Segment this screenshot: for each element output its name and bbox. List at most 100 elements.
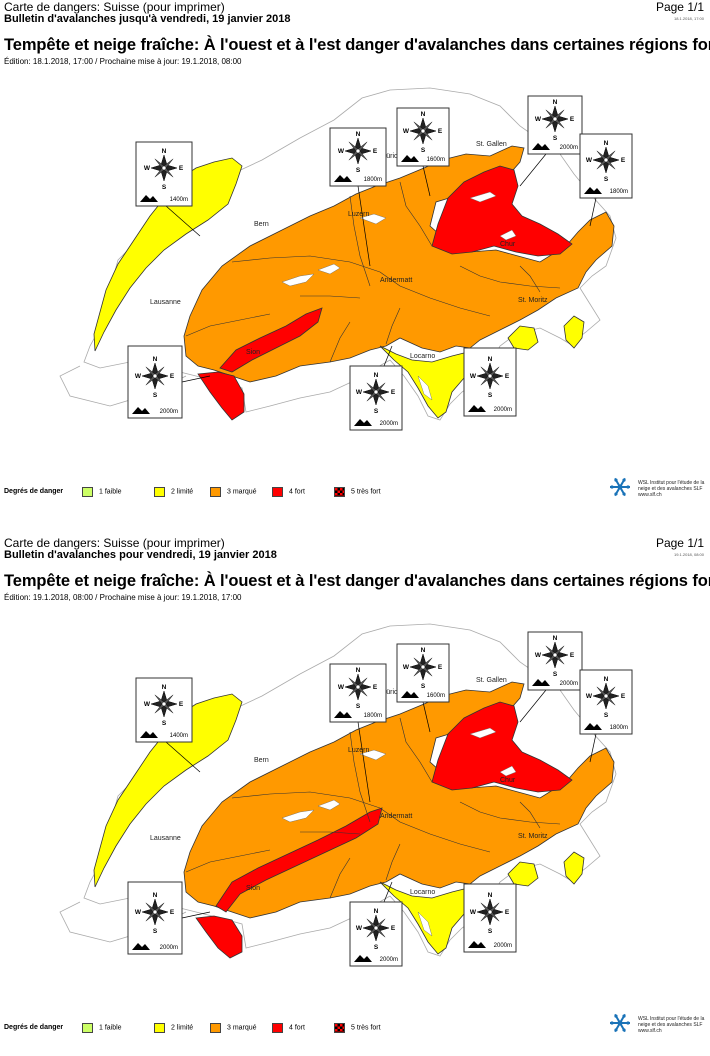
legend-item: 3 marqué xyxy=(210,1023,257,1033)
header-subtitle: Bulletin d'avalanches pour vendredi, 19 … xyxy=(4,549,277,561)
compass-letter-e: E xyxy=(179,701,184,708)
legend-label: 2 limité xyxy=(171,488,194,496)
compass-letter-s: S xyxy=(356,703,361,710)
lake xyxy=(359,213,387,225)
danger-region-limite-ticino xyxy=(379,345,475,419)
region-boundary xyxy=(519,265,541,293)
slf-logo-block: WSL Institut pour l'étude de la neige et… xyxy=(608,475,708,503)
danger-region-limite-jura xyxy=(93,157,243,352)
region-boundary xyxy=(349,731,371,823)
region-boundary xyxy=(231,791,381,809)
compass-letter-s: S xyxy=(421,147,426,154)
legend-swatch xyxy=(272,487,283,497)
legend-item: 5 très fort xyxy=(334,487,381,497)
mountain-icon xyxy=(140,195,158,202)
city-label: St. Moritz xyxy=(518,297,548,304)
compass-leader-line xyxy=(422,701,431,733)
compass-center-icon xyxy=(603,693,609,699)
compass-letter-s: S xyxy=(421,683,426,690)
compass-letter-n: N xyxy=(153,356,158,363)
compass-letter-w: W xyxy=(535,116,542,123)
legend-item: 1 faible xyxy=(82,487,122,497)
compass-letter-w: W xyxy=(403,664,410,671)
altitude-label: 1800m xyxy=(610,725,628,731)
compass-leader-line xyxy=(519,689,547,723)
aspect-compass-box: N S W E 1400m xyxy=(135,677,193,743)
legend-item: 1 faible xyxy=(82,1023,122,1033)
city-label: Zürich xyxy=(382,689,402,696)
region-boundary xyxy=(185,313,271,337)
danger-region-limite-jura xyxy=(93,693,243,888)
compass-leader-line xyxy=(357,185,371,267)
mountain-icon xyxy=(354,419,372,426)
aspect-compass-box: N S W E 1800m xyxy=(329,127,387,187)
compass-letter-s: S xyxy=(553,135,558,142)
altitude-label: 2000m xyxy=(160,409,178,415)
compass-letter-e: E xyxy=(438,128,443,135)
legend-label: 1 faible xyxy=(99,1024,122,1032)
mountain-icon xyxy=(468,405,486,412)
legend-label: 1 faible xyxy=(99,488,122,496)
compass-letter-w: W xyxy=(144,165,151,172)
aspect-compass-box: N S W E 2000m xyxy=(349,901,403,967)
city-label: Lausanne xyxy=(150,299,181,306)
legend-label: 4 fort xyxy=(289,1024,305,1032)
legend-swatch xyxy=(334,1023,345,1033)
lake xyxy=(499,229,517,241)
city-label: Sion xyxy=(246,885,260,892)
region-boundary xyxy=(459,801,561,825)
city-label: St. Gallen xyxy=(476,141,507,148)
region-boundary xyxy=(329,857,351,899)
compass-leader-line xyxy=(589,733,597,763)
aspect-compass-box: N S W E 2000m xyxy=(527,95,583,155)
compass-letter-e: E xyxy=(179,165,184,172)
city-label: Zürich xyxy=(382,153,402,160)
page-number: Page 1/1 xyxy=(655,536,704,550)
edition-info: Édition: 18.1.2018, 17:00 / Prochaine mi… xyxy=(4,57,242,66)
compass-center-icon xyxy=(152,373,158,379)
compass-leader-line xyxy=(519,153,547,187)
compass-letter-n: N xyxy=(604,140,609,147)
aspect-compass-box: N S W E 1800m xyxy=(329,663,387,723)
lake xyxy=(469,727,497,739)
compass-letter-e: E xyxy=(170,909,175,916)
compass-leader-line xyxy=(357,721,371,803)
header-title: Carte de dangers: Suisse (pour imprimer) xyxy=(4,0,225,14)
danger-region-fort-valais xyxy=(219,307,323,373)
legend-item: 2 limité xyxy=(154,1023,193,1033)
region-boundary xyxy=(300,295,361,299)
compass-center-icon xyxy=(152,909,158,915)
compass-letter-e: E xyxy=(170,373,175,380)
slf-logo-block: WSL Institut pour l'étude de la neige et… xyxy=(608,1011,708,1039)
compass-letter-w: W xyxy=(144,701,151,708)
headline: Tempête et neige fraîche: À l'ouest et à… xyxy=(4,36,710,54)
compass-letter-n: N xyxy=(488,356,493,363)
region-boundary xyxy=(231,255,381,273)
compass-center-icon xyxy=(420,128,426,134)
legend-swatch xyxy=(154,1023,165,1033)
compass-letter-n: N xyxy=(162,148,167,155)
legend-label: 2 limité xyxy=(171,1024,194,1032)
city-label: Andermatt xyxy=(380,277,412,284)
mountain-icon xyxy=(140,731,158,738)
altitude-label: 2000m xyxy=(494,943,512,949)
compass-letter-w: W xyxy=(403,128,410,135)
legend-swatch xyxy=(272,1023,283,1033)
city-label: Locarno xyxy=(410,889,435,896)
danger-region-limite-munstertal xyxy=(563,851,585,885)
compass-letter-s: S xyxy=(604,712,609,719)
slf-institute-text: WSL Institut pour l'étude de la neige et… xyxy=(638,1016,705,1034)
aspect-compass-box: N S W E 1800m xyxy=(579,133,633,199)
compass-letter-n: N xyxy=(553,635,558,642)
region-boundary xyxy=(385,843,401,881)
city-label: Sion xyxy=(246,349,260,356)
compass-center-icon xyxy=(487,909,493,915)
compass-letter-n: N xyxy=(153,892,158,899)
legend-swatch xyxy=(210,1023,221,1033)
compass-letter-e: E xyxy=(373,148,378,155)
legend-swatch xyxy=(210,487,221,497)
mountain-icon xyxy=(401,691,419,698)
altitude-label: 1600m xyxy=(427,693,445,699)
danger-region-limite-ticino xyxy=(379,881,475,955)
legend-label: 3 marqué xyxy=(227,488,257,496)
